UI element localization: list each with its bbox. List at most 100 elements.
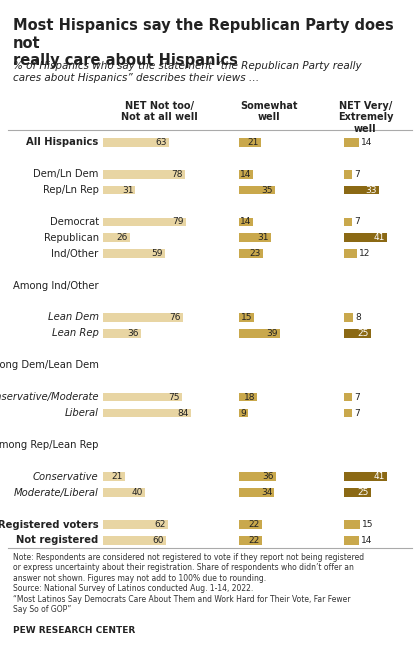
Text: Democrat: Democrat (50, 217, 99, 227)
Text: Among Rep/Lean Rep: Among Rep/Lean Rep (0, 440, 99, 450)
Text: 15: 15 (241, 313, 252, 322)
FancyBboxPatch shape (344, 217, 352, 227)
FancyBboxPatch shape (344, 472, 388, 481)
Text: 25: 25 (357, 329, 369, 338)
FancyBboxPatch shape (103, 249, 165, 258)
FancyBboxPatch shape (344, 393, 352, 402)
Text: 18: 18 (244, 393, 255, 402)
Text: 7: 7 (354, 169, 360, 178)
Text: 59: 59 (151, 249, 163, 258)
Text: Somewhat
well: Somewhat well (240, 101, 297, 122)
Text: 8: 8 (355, 313, 361, 322)
Text: 22: 22 (248, 520, 260, 529)
FancyBboxPatch shape (239, 249, 263, 258)
FancyBboxPatch shape (239, 186, 276, 195)
FancyBboxPatch shape (103, 217, 186, 227)
Text: 22: 22 (248, 536, 260, 545)
Text: 14: 14 (361, 536, 373, 545)
Text: Not registered: Not registered (16, 535, 99, 545)
Text: 34: 34 (261, 488, 272, 497)
Text: Note: Respondents are considered not registered to vote if they report not being: Note: Respondents are considered not reg… (13, 553, 364, 614)
FancyBboxPatch shape (344, 170, 352, 178)
Text: 60: 60 (152, 536, 164, 545)
Text: Most Hispanics say the Republican Party does not
really care about Hispanics: Most Hispanics say the Republican Party … (13, 18, 394, 68)
FancyBboxPatch shape (103, 329, 141, 337)
FancyBboxPatch shape (103, 313, 183, 322)
Text: 76: 76 (169, 313, 181, 322)
FancyBboxPatch shape (239, 170, 253, 178)
FancyBboxPatch shape (103, 170, 185, 178)
Text: 62: 62 (155, 520, 166, 529)
FancyBboxPatch shape (344, 329, 371, 337)
Text: Liberal: Liberal (65, 408, 99, 418)
FancyBboxPatch shape (103, 488, 145, 497)
Text: 79: 79 (172, 217, 184, 227)
Text: NET Very/
Extremely
well: NET Very/ Extremely well (338, 101, 393, 134)
Text: 36: 36 (127, 329, 139, 338)
FancyBboxPatch shape (103, 234, 130, 242)
FancyBboxPatch shape (239, 313, 255, 322)
FancyBboxPatch shape (239, 234, 271, 242)
Text: 15: 15 (362, 520, 374, 529)
Text: Conservative: Conservative (33, 472, 99, 482)
FancyBboxPatch shape (103, 138, 169, 147)
Text: 63: 63 (155, 138, 167, 147)
Text: 39: 39 (266, 329, 277, 338)
Text: All Hispanics: All Hispanics (26, 138, 99, 147)
FancyBboxPatch shape (239, 138, 260, 147)
FancyBboxPatch shape (344, 234, 388, 242)
Text: 21: 21 (111, 472, 123, 482)
FancyBboxPatch shape (103, 186, 136, 195)
Text: Conservative/Moderate: Conservative/Moderate (0, 392, 99, 402)
Text: Republican: Republican (44, 233, 99, 243)
Text: 21: 21 (247, 138, 259, 147)
Text: 35: 35 (262, 186, 273, 195)
Text: Ind/Other: Ind/Other (51, 249, 99, 259)
FancyBboxPatch shape (344, 313, 353, 322)
FancyBboxPatch shape (103, 472, 125, 481)
FancyBboxPatch shape (344, 138, 359, 147)
FancyBboxPatch shape (239, 217, 253, 227)
Text: PEW RESEARCH CENTER: PEW RESEARCH CENTER (13, 626, 135, 635)
Text: Dem/Ln Dem: Dem/Ln Dem (33, 169, 99, 179)
Text: 12: 12 (359, 249, 370, 258)
Text: 31: 31 (257, 234, 269, 242)
FancyBboxPatch shape (344, 536, 359, 545)
FancyBboxPatch shape (344, 488, 371, 497)
Text: 33: 33 (365, 186, 377, 195)
FancyBboxPatch shape (239, 472, 276, 481)
FancyBboxPatch shape (239, 536, 262, 545)
Text: 14: 14 (361, 138, 373, 147)
Text: 31: 31 (122, 186, 134, 195)
Text: 41: 41 (374, 234, 386, 242)
FancyBboxPatch shape (344, 520, 360, 529)
Text: 75: 75 (168, 393, 180, 402)
FancyBboxPatch shape (239, 393, 257, 402)
Text: 40: 40 (131, 488, 143, 497)
Text: Registered voters: Registered voters (0, 519, 99, 530)
Text: % of Hispanics who say the statement “the Republican Party really
cares about Hi: % of Hispanics who say the statement “th… (13, 61, 361, 82)
Text: Among Dem/Lean Dem: Among Dem/Lean Dem (0, 360, 99, 371)
Text: 23: 23 (249, 249, 260, 258)
FancyBboxPatch shape (239, 329, 280, 337)
Text: Among Ind/Other: Among Ind/Other (13, 280, 99, 291)
Text: 14: 14 (240, 169, 251, 178)
FancyBboxPatch shape (103, 520, 168, 529)
FancyBboxPatch shape (239, 520, 262, 529)
Text: NET Not too/
Not at all well: NET Not too/ Not at all well (121, 101, 198, 122)
Text: 36: 36 (263, 472, 274, 482)
Text: 41: 41 (374, 472, 386, 482)
FancyBboxPatch shape (344, 249, 357, 258)
Text: 7: 7 (354, 408, 360, 417)
Text: 7: 7 (354, 217, 360, 227)
Text: 14: 14 (240, 217, 251, 227)
FancyBboxPatch shape (344, 409, 352, 417)
Text: 25: 25 (357, 488, 369, 497)
Text: Moderate/Liberal: Moderate/Liberal (14, 487, 99, 498)
Text: 84: 84 (178, 408, 189, 417)
Text: 78: 78 (171, 169, 183, 178)
Text: 26: 26 (117, 234, 128, 242)
Text: 7: 7 (354, 393, 360, 402)
FancyBboxPatch shape (103, 409, 191, 417)
Text: 9: 9 (240, 408, 246, 417)
